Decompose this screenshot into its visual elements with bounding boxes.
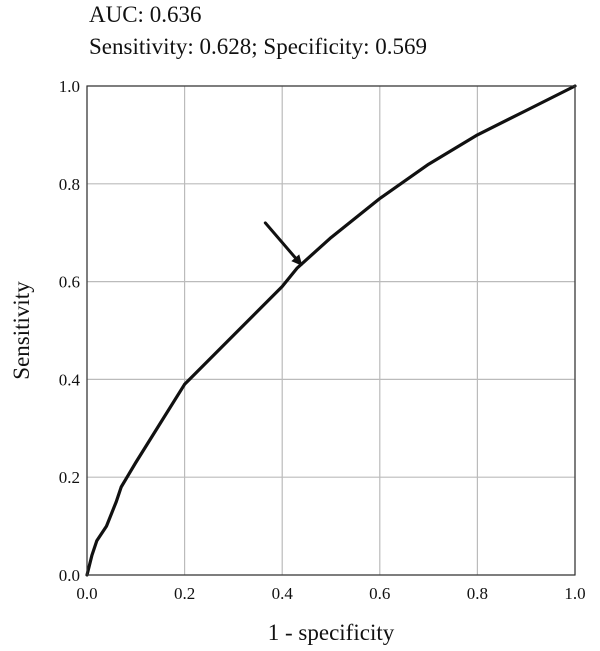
auc-label: AUC: 0.636	[89, 2, 202, 27]
sensitivity-specificity-label: Sensitivity: 0.628; Specificity: 0.569	[89, 34, 427, 59]
x-tick-label: 0.6	[369, 584, 390, 603]
x-axis-title: 1 - specificity	[268, 620, 395, 645]
arrow-shaft	[263, 221, 300, 263]
y-tick-label: 0.4	[59, 370, 81, 389]
roc-curve-line	[85, 84, 577, 577]
x-tick-label: 0.2	[174, 584, 195, 603]
x-tick-label: 0.0	[76, 584, 97, 603]
x-tick-label: 0.4	[272, 584, 294, 603]
cutoff-arrow	[263, 221, 303, 266]
x-tick-label: 1.0	[564, 584, 585, 603]
y-tick-label: 0.6	[59, 273, 80, 292]
y-tick-label: 1.0	[59, 77, 80, 96]
y-tick-label: 0.8	[59, 175, 80, 194]
grid	[86, 85, 576, 576]
y-tick-label: 0.2	[59, 468, 80, 487]
y-axis-title: Sensitivity	[9, 281, 34, 380]
arrow-head	[291, 254, 303, 266]
plot-frame	[86, 85, 576, 576]
tick-labels: 0.0 0.2 0.4 0.6 0.8 1.0 0.0 0.2 0.4 0.6 0.8 1.0	[59, 77, 586, 603]
y-tick-label: 0.0	[59, 566, 80, 585]
x-tick-label: 0.8	[467, 584, 488, 603]
